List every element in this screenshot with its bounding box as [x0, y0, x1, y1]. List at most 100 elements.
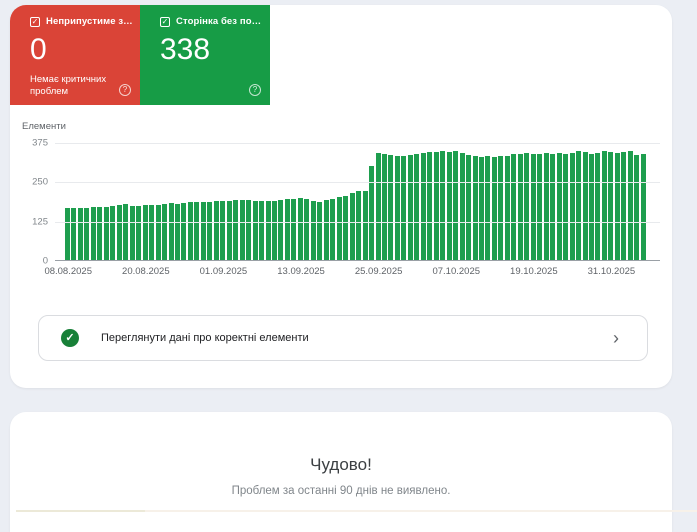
- checked-checkbox-icon[interactable]: ✓: [160, 16, 170, 27]
- chart-bar[interactable]: [304, 199, 310, 260]
- chevron-right-icon[interactable]: ›: [613, 328, 619, 348]
- chart-bar[interactable]: [563, 153, 569, 260]
- chart-bar[interactable]: [479, 156, 484, 260]
- chart-bar[interactable]: [103, 206, 109, 260]
- chart-bar[interactable]: [550, 154, 556, 260]
- error-stat-card[interactable]: ✓ Неприпустиме з… 0 Немає критичних проб…: [10, 5, 140, 105]
- chart-bar[interactable]: [401, 156, 407, 260]
- valid-stat-card[interactable]: ✓ Сторінка без по… 338 ?: [140, 5, 270, 105]
- chart-bar[interactable]: [110, 205, 116, 260]
- chart-bar[interactable]: [239, 199, 245, 260]
- chart-bar[interactable]: [330, 198, 336, 260]
- chart-bar[interactable]: [336, 197, 342, 260]
- chart-bar[interactable]: [129, 205, 135, 260]
- chart-bar[interactable]: [77, 207, 83, 260]
- chart-bar[interactable]: [427, 151, 433, 260]
- chart-bar[interactable]: [569, 152, 575, 260]
- chart-bar[interactable]: [614, 152, 620, 260]
- chart-bar[interactable]: [530, 153, 536, 260]
- chart-bar[interactable]: [459, 152, 465, 260]
- chart-bar[interactable]: [200, 201, 206, 260]
- chart-bar[interactable]: [291, 198, 297, 260]
- chart-bar[interactable]: [433, 152, 439, 260]
- chart-bar[interactable]: [323, 200, 329, 260]
- chart-bar[interactable]: [194, 202, 200, 260]
- chart-bar[interactable]: [601, 151, 607, 260]
- chart-bar[interactable]: [466, 154, 472, 260]
- chart-bar[interactable]: [207, 201, 213, 260]
- chart-bar[interactable]: [595, 153, 601, 260]
- chart-bar[interactable]: [71, 207, 77, 260]
- chart-bar[interactable]: [576, 150, 582, 260]
- chart-bar[interactable]: [472, 155, 478, 260]
- chart-bar[interactable]: [174, 204, 180, 260]
- chart-bar[interactable]: [627, 151, 633, 260]
- chart-bar[interactable]: [297, 198, 303, 260]
- chart-bar[interactable]: [168, 203, 174, 260]
- chart-bar[interactable]: [388, 155, 394, 260]
- checked-checkbox-icon[interactable]: ✓: [30, 16, 40, 27]
- chart-bar[interactable]: [84, 207, 90, 260]
- chart-bar[interactable]: [310, 200, 316, 260]
- chart-bar[interactable]: [142, 204, 148, 260]
- view-valid-items-banner[interactable]: ✓ Переглянути дані про коректні елементи…: [38, 315, 648, 361]
- chart-y-tick-label: 250: [32, 176, 48, 188]
- chart-bar[interactable]: [233, 200, 239, 260]
- chart-bar[interactable]: [155, 204, 161, 260]
- chart-bar[interactable]: [608, 152, 614, 260]
- chart-bar[interactable]: [187, 202, 193, 260]
- chart-bar[interactable]: [149, 204, 155, 260]
- chart-bar[interactable]: [136, 205, 142, 260]
- chart-bar[interactable]: [582, 151, 588, 260]
- chart-bar[interactable]: [407, 155, 413, 260]
- chart-bar[interactable]: [90, 207, 96, 260]
- chart-bar[interactable]: [394, 155, 400, 260]
- chart-bar[interactable]: [446, 152, 452, 260]
- chart-bar[interactable]: [116, 204, 122, 260]
- chart-bar[interactable]: [65, 207, 70, 260]
- chart-bar[interactable]: [556, 153, 562, 260]
- chart-bar[interactable]: [511, 154, 517, 260]
- chart-bar[interactable]: [226, 200, 232, 260]
- chart-bar[interactable]: [259, 200, 265, 260]
- chart-bar[interactable]: [543, 153, 549, 260]
- chart-bar[interactable]: [517, 153, 523, 260]
- chart-bar[interactable]: [588, 154, 594, 260]
- chart-bar[interactable]: [252, 200, 258, 260]
- chart-bar[interactable]: [278, 199, 284, 260]
- chart-bar[interactable]: [123, 204, 129, 260]
- chart-bar[interactable]: [284, 199, 290, 260]
- chart-bar[interactable]: [640, 153, 646, 260]
- chart-bar[interactable]: [162, 203, 168, 260]
- chart-bar[interactable]: [97, 207, 103, 260]
- chart-bar[interactable]: [414, 154, 420, 260]
- chart-bar[interactable]: [356, 191, 362, 260]
- chart-bar[interactable]: [362, 191, 368, 260]
- chart-bar[interactable]: [272, 200, 277, 260]
- chart-bar[interactable]: [181, 203, 187, 260]
- chart-bar[interactable]: [504, 156, 510, 260]
- chart-bar[interactable]: [453, 151, 459, 260]
- chart-bar[interactable]: [220, 200, 226, 260]
- help-icon[interactable]: ?: [119, 84, 131, 96]
- chart-bar[interactable]: [524, 153, 530, 260]
- chart-bar[interactable]: [343, 195, 349, 260]
- chart-x-tick-label: 01.09.2025: [199, 266, 248, 277]
- chart-bar[interactable]: [485, 156, 491, 260]
- chart-bar[interactable]: [381, 154, 387, 260]
- chart-bar[interactable]: [621, 151, 627, 260]
- chart-bar[interactable]: [491, 156, 497, 260]
- chart-bar[interactable]: [440, 151, 446, 260]
- chart-bar[interactable]: [420, 152, 426, 260]
- chart-bar[interactable]: [537, 154, 543, 260]
- help-icon[interactable]: ?: [249, 84, 261, 96]
- chart-bar[interactable]: [317, 201, 323, 260]
- chart-bar[interactable]: [265, 201, 271, 260]
- chart-bar[interactable]: [213, 201, 219, 260]
- chart-bar[interactable]: [246, 200, 252, 260]
- chart-bar[interactable]: [634, 154, 640, 260]
- chart-bar[interactable]: [369, 165, 375, 260]
- chart-bar[interactable]: [349, 193, 355, 260]
- chart-bar[interactable]: [375, 153, 381, 260]
- chart-bar[interactable]: [498, 155, 504, 260]
